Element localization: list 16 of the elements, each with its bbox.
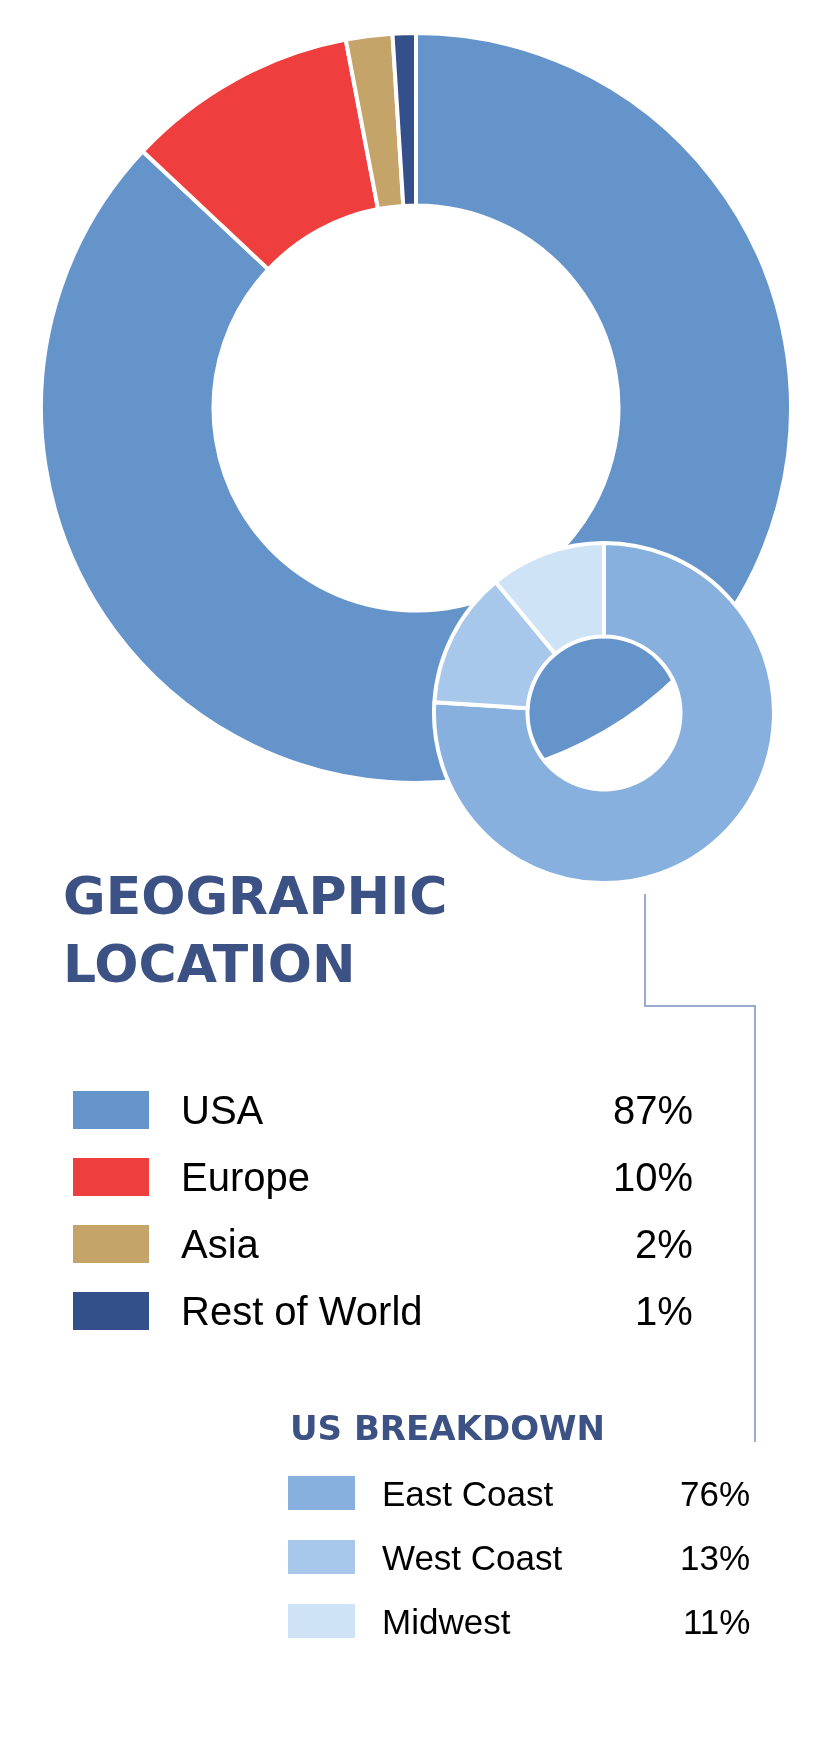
data-label: 2% [635, 1222, 693, 1266]
data-label: 10% [613, 1155, 694, 1199]
legend-label: Rest of World [181, 1289, 423, 1333]
legend-label: USA [181, 1088, 264, 1132]
data-label: 87% [613, 1088, 694, 1132]
legend-label: East Coast [382, 1474, 554, 1513]
legend-label: Asia [181, 1222, 260, 1266]
data-label: 13% [680, 1538, 751, 1577]
legend-label: West Coast [382, 1538, 563, 1577]
data-label: 76% [680, 1474, 751, 1513]
text: GEOGRAPHIC LOCATION [63, 866, 448, 994]
text: US BREAKDOWN [290, 1408, 605, 1448]
legend-label: Midwest [382, 1602, 511, 1641]
data-label: 11% [683, 1602, 751, 1641]
data-label: 1% [635, 1289, 693, 1333]
legend-label: Europe [181, 1155, 310, 1199]
